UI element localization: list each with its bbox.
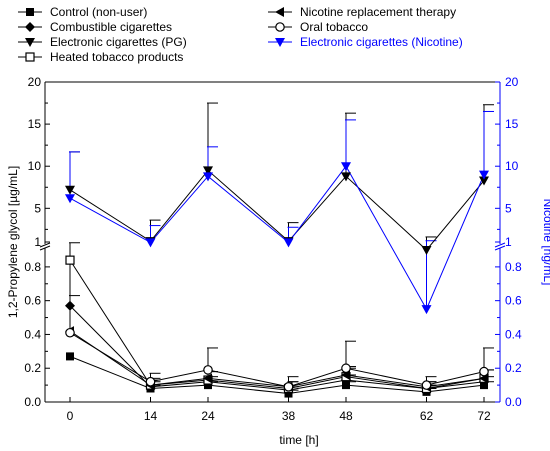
legend-marker	[275, 7, 284, 17]
data-point	[145, 376, 156, 387]
y-tick-label-right: 10	[505, 159, 519, 173]
legend-label: Electronic cigarettes (Nicotine)	[300, 35, 463, 49]
data-point	[421, 246, 432, 255]
data-point	[479, 366, 489, 377]
y-tick-label-right: 1	[505, 235, 512, 249]
axis-break-right	[494, 245, 506, 251]
data-point	[203, 172, 213, 182]
data-point	[65, 194, 75, 204]
y-tick-label-left: 0.0	[24, 395, 41, 409]
x-axis-title: time [h]	[279, 433, 318, 447]
y-tick-label-left: 0.4	[24, 327, 41, 341]
series-line	[69, 330, 485, 388]
data-point	[65, 255, 75, 265]
y-tick-label-left: 0.6	[24, 294, 41, 308]
y-tick-label-right: 15	[505, 117, 519, 131]
series-lines	[69, 165, 485, 395]
y-tick-label-right: 0.6	[505, 294, 522, 308]
series-line	[69, 165, 485, 311]
data-point	[283, 238, 294, 248]
x-tick-label: 24	[201, 409, 215, 423]
data-point	[66, 352, 74, 361]
x-tick-label: 72	[477, 409, 491, 423]
legend-marker	[25, 52, 35, 62]
y-tick-label-right: 0.4	[505, 327, 522, 341]
legend-label: Control (non-user)	[50, 5, 147, 19]
data-point	[341, 162, 351, 172]
axes: 0.0 0.00.2 0.20.4 0.40.6 0.60.8 0.81 15 510 1015…	[24, 75, 522, 423]
x-tick-label: 14	[144, 409, 158, 423]
legend-label: Nicotine replacement therapy	[300, 5, 456, 19]
legend-label: Oral tobacco	[300, 20, 368, 34]
legend-label: Electronic cigarettes (PG)	[50, 35, 187, 49]
data-point	[342, 381, 350, 390]
legend-marker	[275, 22, 285, 32]
data-point	[479, 176, 489, 186]
x-tick-label: 62	[420, 409, 434, 423]
y-tick-label-left: 0.8	[24, 260, 41, 274]
legend-label: Heated tobacco products	[50, 50, 183, 64]
y-axis-left-title: 1,2-Propylene glycol [µg/mL]	[6, 166, 20, 318]
axis-break-left	[39, 245, 51, 251]
series-line	[69, 305, 485, 391]
data-point	[203, 166, 213, 176]
legend: Control (non-user)Combustible cigarettes…	[18, 5, 463, 64]
y-tick-label-right: 5	[505, 201, 512, 215]
y-tick-label-left: 1	[34, 235, 41, 249]
series-markers	[65, 162, 489, 398]
axis-break-right	[494, 242, 506, 248]
data-point	[341, 172, 351, 182]
x-tick-label: 48	[339, 409, 353, 423]
y-tick-label-right: 0.2	[505, 361, 522, 375]
y-tick-label-left: 15	[28, 117, 42, 131]
data-point	[145, 238, 156, 248]
y-tick-label-right: 20	[505, 75, 519, 89]
legend-marker	[25, 38, 35, 47]
y-axis-right-title: Nicotine [ng/mL]	[541, 199, 550, 286]
data-point	[203, 373, 212, 384]
y-tick-label-left: 5	[34, 201, 41, 215]
data-point	[65, 185, 75, 195]
axis-break-left	[39, 242, 51, 248]
legend-label: Combustible cigarettes	[50, 20, 172, 34]
legend-marker	[26, 8, 34, 16]
series-line	[69, 259, 485, 389]
series-line	[69, 169, 485, 251]
y-tick-label-right: 0.8	[505, 260, 522, 274]
y-tick-label-left: 20	[28, 75, 42, 89]
data-point	[479, 170, 489, 180]
series-line	[69, 332, 485, 388]
legend-marker	[275, 38, 285, 47]
data-point	[283, 381, 294, 392]
data-point	[421, 380, 432, 390]
data-point	[421, 305, 432, 315]
x-tick-label: 38	[282, 409, 296, 423]
legend-marker	[25, 22, 35, 32]
data-point	[341, 363, 351, 374]
error-bars	[69, 102, 494, 394]
y-tick-label-left: 10	[28, 159, 42, 173]
data-point	[65, 327, 75, 338]
x-tick-label: 0	[67, 409, 74, 423]
data-point	[203, 365, 213, 375]
data-point	[65, 300, 75, 311]
y-tick-label-left: 0.2	[24, 361, 41, 375]
y-tick-label-right: 0.0	[505, 395, 522, 409]
